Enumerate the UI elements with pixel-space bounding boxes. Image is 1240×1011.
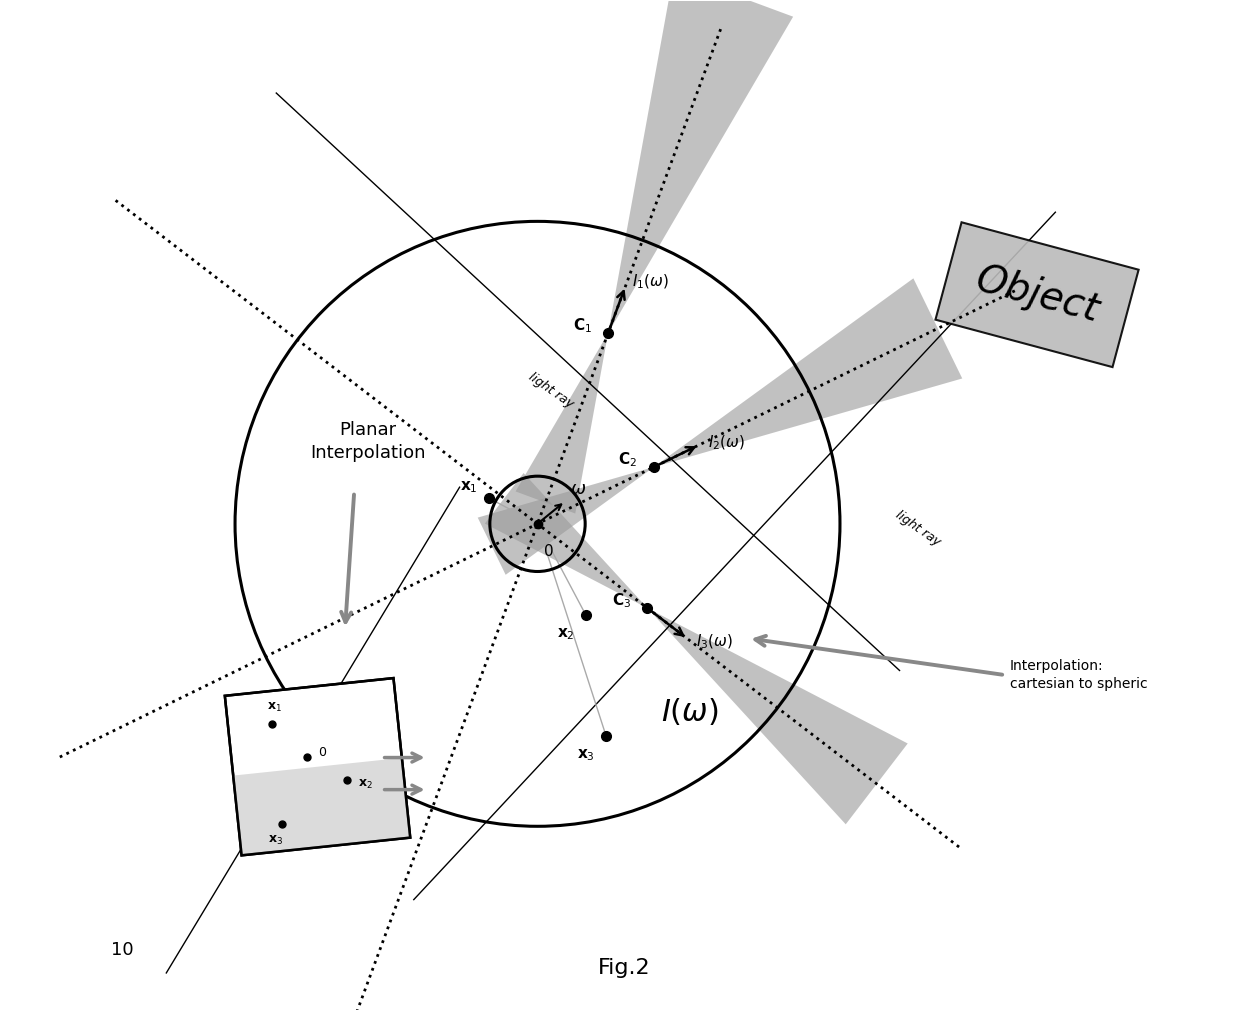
Text: 0: 0 xyxy=(544,544,553,559)
Polygon shape xyxy=(485,473,647,609)
Text: light ray: light ray xyxy=(893,509,942,549)
Polygon shape xyxy=(224,678,410,855)
Text: $\mathbf{x}_1$: $\mathbf{x}_1$ xyxy=(267,701,281,714)
Text: Object: Object xyxy=(971,260,1104,330)
Polygon shape xyxy=(516,334,608,514)
Polygon shape xyxy=(653,278,962,467)
Text: $\mathbf{C}_3$: $\mathbf{C}_3$ xyxy=(611,591,631,611)
Text: $I_1(\omega)$: $I_1(\omega)$ xyxy=(631,272,668,291)
Text: $I_2(\omega)$: $I_2(\omega)$ xyxy=(708,434,745,452)
Text: $\mathbf{x}_3$: $\mathbf{x}_3$ xyxy=(268,834,284,847)
Text: $\mathbf{x}_2$: $\mathbf{x}_2$ xyxy=(357,778,372,792)
Polygon shape xyxy=(477,467,653,575)
Polygon shape xyxy=(935,222,1138,367)
Text: Fig.2: Fig.2 xyxy=(598,958,651,979)
Text: $I(\omega)$: $I(\omega)$ xyxy=(661,697,719,727)
Text: 0: 0 xyxy=(319,746,326,758)
Polygon shape xyxy=(608,0,794,334)
Text: light ray: light ray xyxy=(526,371,577,411)
Text: Planar
Interpolation: Planar Interpolation xyxy=(310,421,425,462)
Text: Interpolation:
cartesian to spheric: Interpolation: cartesian to spheric xyxy=(1009,659,1147,692)
Text: $\mathbf{C}_2$: $\mathbf{C}_2$ xyxy=(619,450,637,469)
Text: 10: 10 xyxy=(112,941,134,959)
Text: $\mathbf{x}_2$: $\mathbf{x}_2$ xyxy=(558,626,575,642)
Text: $\mathbf{C}_1$: $\mathbf{C}_1$ xyxy=(573,316,591,336)
Text: $\mathbf{x}_3$: $\mathbf{x}_3$ xyxy=(578,747,595,762)
Polygon shape xyxy=(647,609,908,824)
Text: $\omega$: $\omega$ xyxy=(569,480,585,498)
Text: $\mathbf{x}_1$: $\mathbf{x}_1$ xyxy=(460,479,477,495)
Polygon shape xyxy=(233,758,410,855)
Text: $I_3(\omega)$: $I_3(\omega)$ xyxy=(696,633,733,651)
